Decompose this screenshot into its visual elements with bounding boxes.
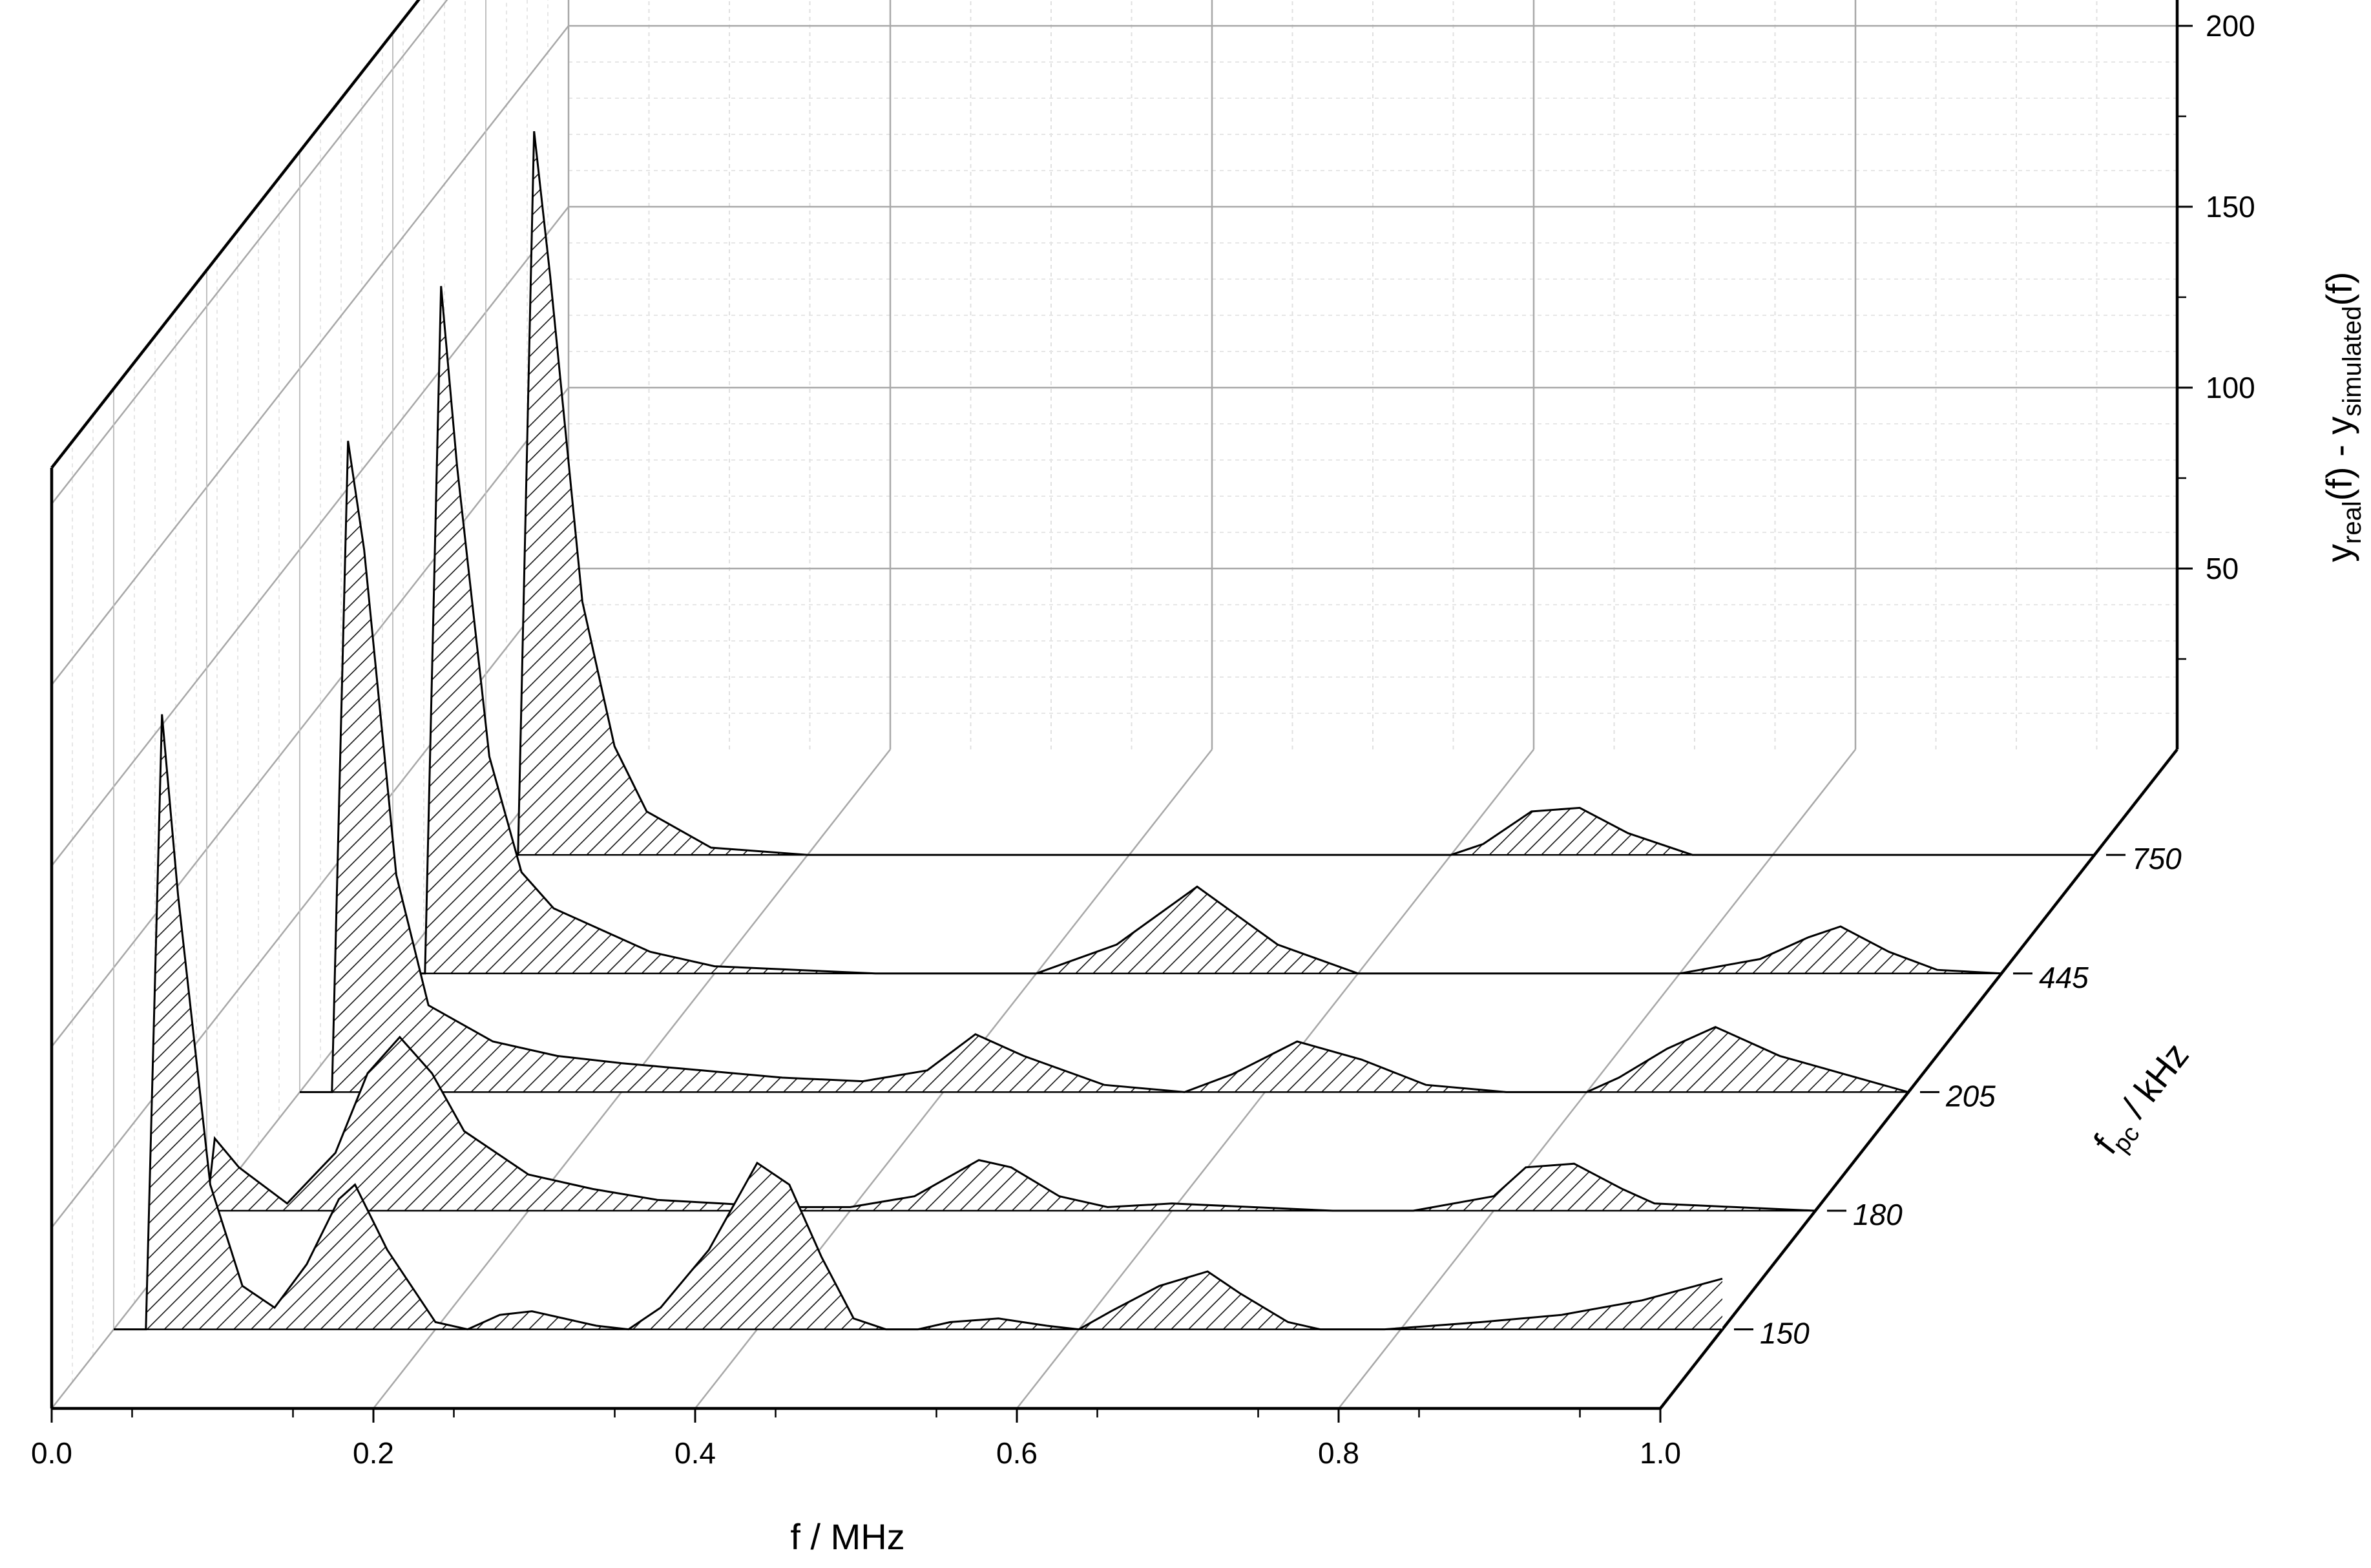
y-tick-label: 180 [1853,1198,1903,1231]
side-wall-gridline [51,0,448,505]
y-tick-label: 205 [1945,1079,1996,1113]
z-axis-title-end: (f) [2319,272,2359,306]
y-tick-label: 750 [2132,842,2182,875]
y-axis-line [1659,748,2178,1410]
x-axis-title: f / MHz [790,1516,904,1557]
x-tick-label: 0.6 [996,1436,1038,1470]
series-area [486,131,2094,855]
series-750: 750 [486,131,2182,875]
series-line [300,441,1909,1093]
z-tick-label: 100 [2206,371,2255,404]
frame-edge [50,0,421,469]
z-tick-label: 50 [2206,552,2239,585]
series-150: 150 [114,714,1810,1350]
y-axis-title: fpc / kHz [2085,1035,2202,1166]
z-axis-title: yreal(f) - ysimulated(f) [2319,272,2366,562]
series-layer: 750 445 205 180 150 [114,131,2182,1350]
x-tick-label: 0.4 [674,1436,716,1470]
series-line [393,286,2002,975]
series-205: 205 [300,441,1996,1113]
floor-gridline [1338,749,1856,1409]
z-tick-label: 200 [2206,9,2255,43]
side-wall-gridline [51,568,569,1228]
z-axis-title-sub1: real [2338,501,2366,544]
y-axis-title-end: / kHz [2107,1035,2197,1133]
series-445: 445 [393,286,2089,994]
z-axis-title-mid: (f) - y [2319,417,2359,501]
side-wall-gridline [51,387,569,1047]
x-tick-label: 0.2 [353,1436,394,1470]
series-line [205,1035,1816,1212]
z-tick-label: 150 [2206,190,2255,224]
side-wall-gridline [51,206,569,866]
x-tick-label: 1.0 [1640,1436,1681,1470]
series-line [486,131,2094,856]
series-180: 180 [205,1035,1903,1231]
z-axis-title-main: y [2319,544,2359,562]
series-area [207,1037,1815,1211]
z-axis-title-sub2: simulated [2338,306,2366,416]
x-tick-label: 0.0 [31,1436,72,1470]
y-tick-label: 445 [2039,961,2089,994]
axis-frame [50,0,2179,1410]
series-area [300,441,1908,1092]
x-tick-label: 0.8 [1318,1436,1359,1470]
y-tick-label: 150 [1760,1317,1810,1350]
axes-layer: 0.00.20.40.60.81.050100150200250 [31,9,2255,1470]
side-wall-gridline [51,25,569,685]
